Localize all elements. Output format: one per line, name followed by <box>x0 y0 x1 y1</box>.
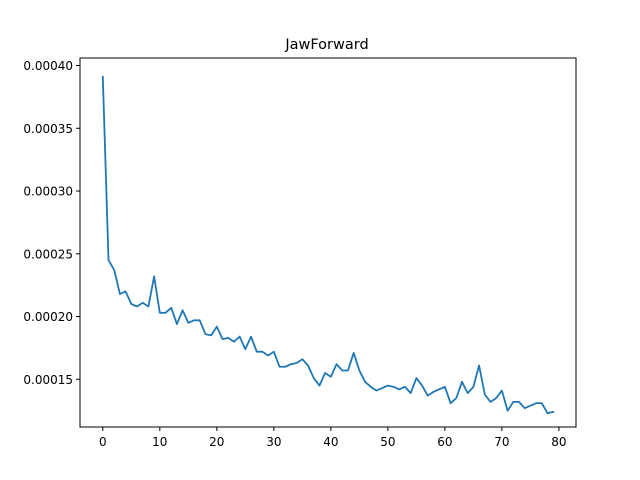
x-tick-label: 50 <box>380 435 395 449</box>
y-tick-label: 0.00030 <box>23 185 73 199</box>
chart-title: JawForward <box>284 37 368 53</box>
x-tick-label: 70 <box>494 435 509 449</box>
x-tick-label: 30 <box>266 435 281 449</box>
x-tick-label: 0 <box>99 435 107 449</box>
y-tick-label: 0.00025 <box>23 247 73 261</box>
x-tick-label: 20 <box>209 435 224 449</box>
x-tick-label: 80 <box>551 435 566 449</box>
plot-area-frame <box>79 57 577 428</box>
y-tick-label: 0.00035 <box>23 122 73 136</box>
x-tick-label: 10 <box>152 435 167 449</box>
series-line <box>101 75 555 415</box>
x-tick-label: 40 <box>323 435 338 449</box>
y-tick-label: 0.00020 <box>23 310 73 324</box>
y-tick-label: 0.00040 <box>23 59 73 73</box>
y-axis: 0.00015 0.00020 0.00025 0.00030 0.00035 0.000… <box>23 59 80 387</box>
y-tick-label: 0.00015 <box>23 373 73 387</box>
x-tick-label: 60 <box>437 435 452 449</box>
x-axis: 0 10 20 30 40 50 60 70 80 <box>99 427 567 449</box>
